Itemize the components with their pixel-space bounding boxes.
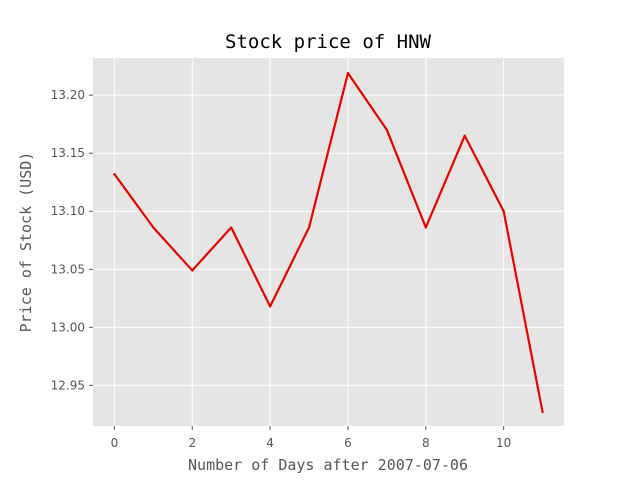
data-point [152, 226, 155, 229]
x-tick-label: 8 [422, 436, 430, 450]
y-tick-label: 13.05 [51, 262, 85, 276]
y-axis-label: Price of Stock (USD) [17, 152, 35, 333]
series-line [113, 71, 544, 413]
chart-title: Stock price of HNW [225, 31, 431, 53]
x-tick-label: 6 [344, 436, 352, 450]
x-tick-label: 2 [188, 436, 196, 450]
data-point [541, 410, 544, 414]
y-tick-label: 12.95 [51, 378, 85, 392]
ticks: 0 2 4 6 8 10 12.95 13.00 13.05 13.10 13.15 13.20 [51, 88, 512, 450]
y-tick-label: 13.00 [51, 320, 85, 334]
data-point [113, 172, 116, 176]
data-point [385, 128, 388, 132]
x-tick-label: 0 [111, 436, 119, 450]
y-tick-label: 13.15 [51, 146, 85, 160]
series-layer [113, 71, 544, 414]
data-point [424, 226, 427, 229]
data-point [502, 210, 505, 213]
y-tick-label: 13.20 [51, 88, 85, 102]
data-point [230, 226, 233, 229]
y-tick-label: 13.10 [51, 204, 85, 218]
x-axis-label: Number of Days after 2007-07-06 [188, 456, 468, 474]
x-tick-label: 4 [266, 436, 274, 450]
plot-area [93, 58, 564, 426]
data-point [346, 71, 350, 75]
data-point [463, 134, 466, 137]
x-tick-label: 10 [496, 436, 511, 450]
data-point [307, 226, 311, 229]
data-point [191, 269, 194, 272]
data-point [269, 305, 272, 308]
